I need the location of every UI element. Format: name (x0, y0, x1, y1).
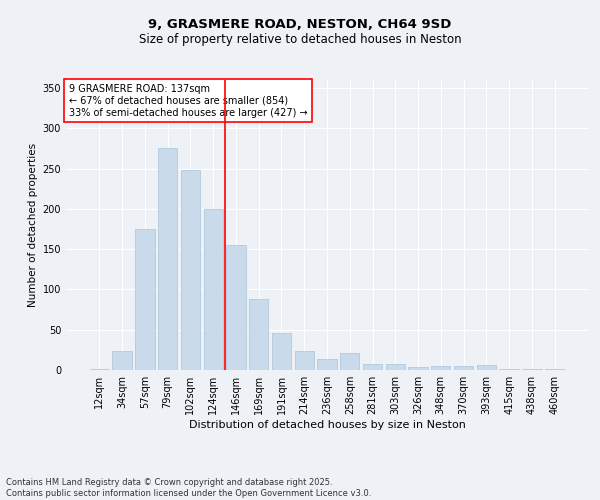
Bar (522, 369, 542, 370)
Bar (317, 358, 337, 370)
X-axis label: Distribution of detached houses by size in Neston: Distribution of detached houses by size … (188, 420, 466, 430)
Bar (454, 366, 473, 370)
Text: 9 GRASMERE ROAD: 137sqm
← 67% of detached houses are smaller (854)
33% of semi-d: 9 GRASMERE ROAD: 137sqm ← 67% of detache… (68, 84, 307, 117)
Bar (409, 367, 428, 370)
Bar (476, 365, 496, 370)
Bar (272, 333, 291, 370)
Bar (249, 299, 268, 370)
Bar (226, 245, 245, 370)
Bar (90, 369, 109, 370)
Bar (135, 229, 155, 370)
Bar (386, 364, 405, 370)
Text: Contains HM Land Registry data © Crown copyright and database right 2025.
Contai: Contains HM Land Registry data © Crown c… (6, 478, 371, 498)
Bar (431, 366, 451, 370)
Bar (112, 350, 132, 370)
Text: 9, GRASMERE ROAD, NESTON, CH64 9SD: 9, GRASMERE ROAD, NESTON, CH64 9SD (148, 18, 452, 30)
Bar (545, 369, 564, 370)
Bar (295, 350, 314, 370)
Bar (340, 353, 359, 370)
Bar (203, 209, 223, 370)
Bar (158, 148, 178, 370)
Bar (363, 364, 382, 370)
Bar (499, 369, 519, 370)
Y-axis label: Number of detached properties: Number of detached properties (28, 143, 38, 307)
Bar (181, 170, 200, 370)
Text: Size of property relative to detached houses in Neston: Size of property relative to detached ho… (139, 32, 461, 46)
